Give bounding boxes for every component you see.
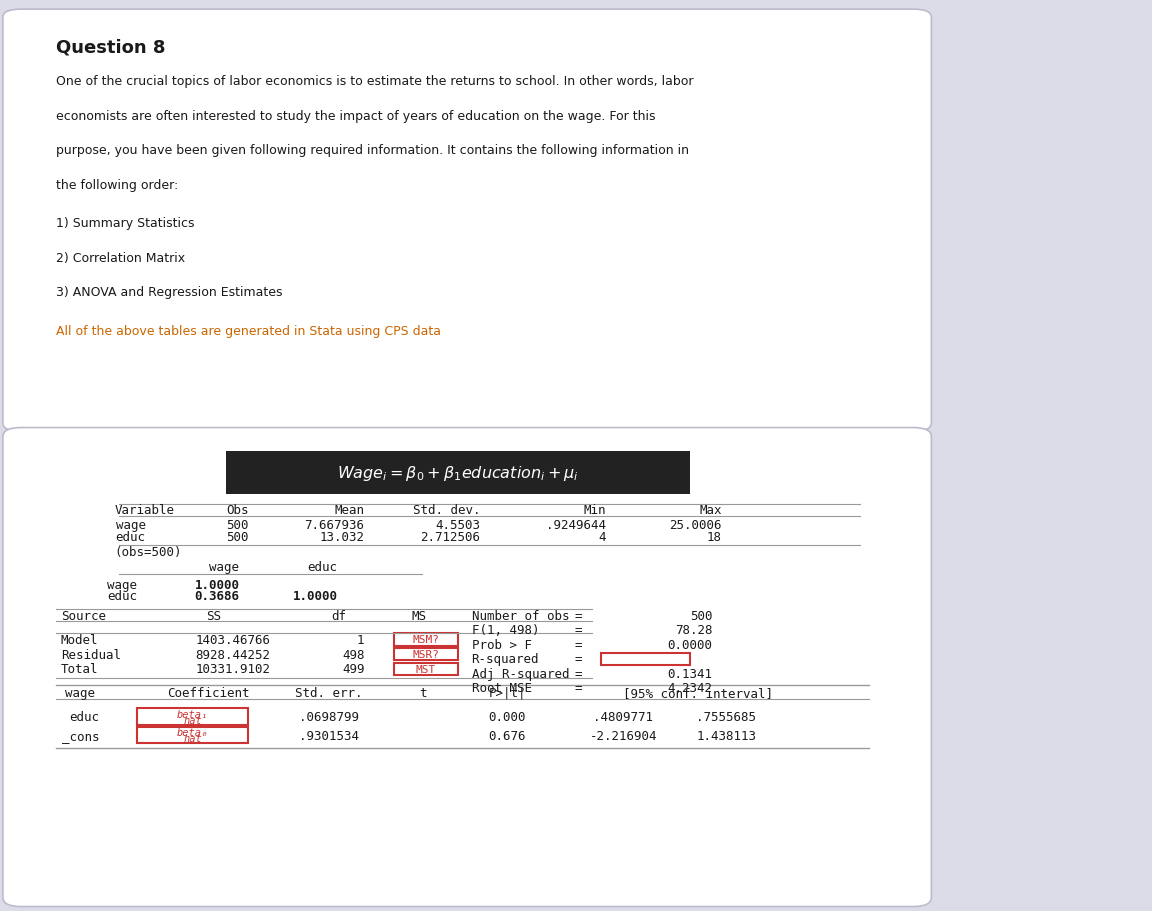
- Text: wage: wage: [66, 686, 96, 699]
- Text: 4.2342: 4.2342: [668, 681, 713, 695]
- Text: Total: Total: [61, 662, 98, 676]
- Text: 78.28: 78.28: [675, 624, 713, 637]
- Text: F(1, 498): F(1, 498): [471, 624, 539, 637]
- Text: wage: wage: [210, 560, 240, 574]
- Text: wage: wage: [115, 518, 145, 531]
- Text: Prob > F: Prob > F: [471, 639, 531, 651]
- Text: Residual: Residual: [61, 648, 121, 660]
- Text: 4: 4: [598, 530, 606, 543]
- Text: Source: Source: [61, 609, 106, 622]
- Text: Adj R-squared: Adj R-squared: [471, 667, 569, 681]
- Text: 4.5503: 4.5503: [435, 518, 480, 531]
- Text: 25.0006: 25.0006: [669, 518, 721, 531]
- Text: 13.032: 13.032: [319, 530, 364, 543]
- Text: .7555685: .7555685: [696, 711, 756, 723]
- Text: 2.712506: 2.712506: [420, 530, 480, 543]
- Text: hat: hat: [183, 715, 202, 725]
- Text: 1403.46766: 1403.46766: [196, 633, 271, 646]
- Text: Min: Min: [583, 504, 606, 517]
- Text: 0.676: 0.676: [488, 729, 526, 742]
- Text: =: =: [575, 653, 583, 666]
- Text: (obs=500): (obs=500): [114, 546, 182, 558]
- Text: Coefficient: Coefficient: [167, 686, 250, 699]
- Text: MST: MST: [416, 664, 437, 674]
- Text: 1.0000: 1.0000: [195, 578, 240, 591]
- Text: =: =: [575, 609, 583, 622]
- Text: =: =: [575, 624, 583, 637]
- Text: 0.3686: 0.3686: [195, 589, 240, 602]
- Bar: [601, 653, 690, 665]
- Text: SS: SS: [206, 609, 221, 622]
- Text: MSR?: MSR?: [412, 650, 440, 660]
- Text: 1) Summary Statistics: 1) Summary Statistics: [56, 217, 195, 230]
- Text: t: t: [418, 686, 426, 699]
- Text: 3) ANOVA and Regression Estimates: 3) ANOVA and Regression Estimates: [56, 286, 283, 299]
- Text: 500: 500: [690, 609, 713, 622]
- Text: One of the crucial topics of labor economics is to estimate the returns to schoo: One of the crucial topics of labor econo…: [56, 75, 694, 88]
- Text: Model: Model: [61, 633, 98, 646]
- Text: 18: 18: [706, 530, 721, 543]
- Bar: [394, 649, 458, 660]
- Text: educ: educ: [69, 711, 99, 723]
- Text: purpose, you have been given following required information. It contains the fol: purpose, you have been given following r…: [56, 144, 689, 157]
- Text: beta₀: beta₀: [177, 727, 209, 737]
- Text: R-squared: R-squared: [471, 653, 539, 666]
- Text: the following order:: the following order:: [56, 179, 179, 191]
- Text: MS: MS: [412, 609, 427, 622]
- Text: =: =: [575, 667, 583, 681]
- Text: =: =: [575, 681, 583, 695]
- Text: 0.0000: 0.0000: [668, 639, 713, 651]
- Text: 2) Correlation Matrix: 2) Correlation Matrix: [56, 251, 185, 264]
- Text: _cons: _cons: [62, 729, 99, 742]
- Bar: [226, 451, 690, 495]
- Text: MSM?: MSM?: [412, 635, 440, 645]
- Text: .9249644: .9249644: [546, 518, 606, 531]
- Text: 500: 500: [226, 518, 249, 531]
- Text: hat: hat: [183, 733, 202, 743]
- Text: Question 8: Question 8: [56, 38, 166, 56]
- Text: economists are often interested to study the impact of years of education on the: economists are often interested to study…: [56, 109, 655, 122]
- Text: .9301534: .9301534: [298, 729, 358, 742]
- Text: 1.438113: 1.438113: [696, 729, 756, 742]
- Text: 7.667936: 7.667936: [304, 518, 364, 531]
- Text: 498: 498: [342, 648, 364, 660]
- Text: Obs: Obs: [226, 504, 249, 517]
- Text: Variable: Variable: [114, 504, 174, 517]
- Text: educ: educ: [115, 530, 145, 543]
- Text: 1: 1: [357, 633, 364, 646]
- Text: 1.0000: 1.0000: [293, 589, 338, 602]
- Bar: [137, 727, 249, 743]
- Text: .4809771: .4809771: [593, 711, 653, 723]
- Text: [95% conf. interval]: [95% conf. interval]: [623, 686, 773, 699]
- Text: 10331.9102: 10331.9102: [196, 662, 271, 676]
- Bar: [394, 633, 458, 646]
- Text: Std. dev.: Std. dev.: [414, 504, 480, 517]
- Text: beta₁: beta₁: [177, 709, 209, 719]
- Text: Number of obs: Number of obs: [471, 609, 569, 622]
- Text: Root MSE: Root MSE: [471, 681, 531, 695]
- Text: educ: educ: [308, 560, 338, 574]
- Text: All of the above tables are generated in Stata using CPS data: All of the above tables are generated in…: [56, 324, 441, 337]
- Text: educ: educ: [107, 589, 137, 602]
- Bar: [137, 709, 249, 725]
- Text: .0698799: .0698799: [298, 711, 358, 723]
- Text: =: =: [575, 639, 583, 651]
- Text: -2.216904: -2.216904: [590, 729, 657, 742]
- Text: P>|t|: P>|t|: [488, 686, 526, 699]
- Text: Max: Max: [699, 504, 721, 517]
- Text: wage: wage: [107, 578, 137, 591]
- Text: 8928.44252: 8928.44252: [196, 648, 271, 660]
- Text: Std. err.: Std. err.: [295, 686, 363, 699]
- Text: df: df: [332, 609, 347, 622]
- Text: 499: 499: [342, 662, 364, 676]
- Text: 0.1341: 0.1341: [668, 667, 713, 681]
- Bar: [394, 663, 458, 675]
- FancyBboxPatch shape: [2, 428, 931, 906]
- Text: 0.000: 0.000: [488, 711, 526, 723]
- Text: Mean: Mean: [334, 504, 364, 517]
- Text: 500: 500: [226, 530, 249, 543]
- Text: $Wage_i = \beta_0 + \beta_1 education_i + \mu_i$: $Wage_i = \beta_0 + \beta_1 education_i …: [338, 464, 579, 483]
- FancyBboxPatch shape: [2, 10, 931, 432]
